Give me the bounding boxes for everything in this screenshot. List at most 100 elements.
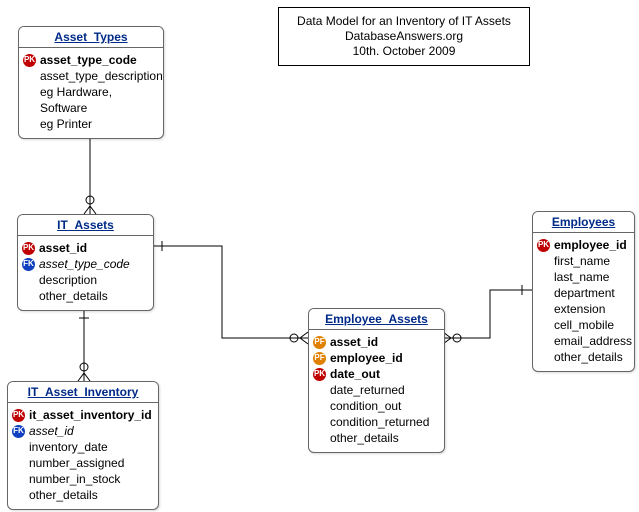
key-spacer (537, 303, 550, 316)
entity-title: Employee_Assets (309, 309, 444, 330)
attr-row: eg Printer (23, 116, 157, 132)
attr-label: last_name (554, 269, 609, 285)
attr-row: eg Hardware, Software (23, 84, 157, 116)
attr-row: other_details (12, 487, 152, 503)
entity-it-asset-inventory: IT_Asset_Inventory PK it_asset_inventory_… (7, 381, 159, 510)
key-spacer (12, 489, 25, 502)
pk-key-icon: PK (12, 409, 25, 422)
attr-label: asset_type_description (40, 68, 163, 84)
pf-key-icon: PF (313, 336, 326, 349)
attr-row: PK employee_id (537, 237, 628, 253)
pk-key-icon: PK (537, 239, 550, 252)
diagram-title-line: 10th. October 2009 (289, 44, 519, 59)
entity-asset-types: Asset_Types PK asset_type_codeasset_type_… (18, 26, 164, 139)
diagram-title-box: Data Model for an Inventory of IT Assets… (278, 7, 530, 66)
key-spacer (23, 70, 36, 83)
diagram-title-line: DatabaseAnswers.org (289, 29, 519, 44)
attr-label: it_asset_inventory_id (29, 407, 152, 423)
entity-body: PKasset_type_codeasset_type_descriptione… (19, 48, 163, 138)
attr-row: number_in_stock (12, 471, 152, 487)
key-spacer (22, 274, 35, 287)
entity-title: Asset_Types (19, 27, 163, 48)
key-spacer (537, 351, 550, 364)
key-spacer (537, 255, 550, 268)
key-spacer (537, 287, 550, 300)
attr-label: extension (554, 301, 605, 317)
attr-row: number_assigned (12, 455, 152, 471)
attr-row: description (22, 272, 147, 288)
diagram-title-line: Data Model for an Inventory of IT Assets (289, 14, 519, 29)
entity-title: IT_Assets (18, 215, 153, 236)
attr-label: date_returned (330, 382, 405, 398)
pk-key-icon: PK (23, 54, 36, 67)
key-spacer (12, 457, 25, 470)
attr-row: other_details (22, 288, 147, 304)
entity-employee-assets: Employee_Assets PFasset_idPFemployee_idP… (308, 308, 445, 453)
key-spacer (12, 473, 25, 486)
attr-label: asset_type_code (40, 52, 137, 68)
attr-label: employee_id (554, 237, 627, 253)
key-spacer (12, 441, 25, 454)
entity-employees: Employees PK employee_idfirst_namelast_na… (532, 211, 635, 372)
attr-row: inventory_date (12, 439, 152, 455)
pk-key-icon: PK (22, 242, 35, 255)
attr-row: PK it_asset_inventory_id (12, 407, 152, 423)
key-spacer (22, 290, 35, 303)
attr-row: email_address (537, 333, 628, 349)
key-spacer (23, 94, 36, 107)
attr-row: first_name (537, 253, 628, 269)
attr-row: condition_out (313, 398, 438, 414)
key-spacer (537, 335, 550, 348)
attr-label: inventory_date (29, 439, 108, 455)
fk-key-icon: FK (22, 258, 35, 271)
attr-label: number_assigned (29, 455, 124, 471)
attr-row: PK asset_id (22, 240, 147, 256)
attr-row: department (537, 285, 628, 301)
attr-row: FK asset_type_code (22, 256, 147, 272)
attr-label: description (39, 272, 97, 288)
attr-label: employee_id (330, 350, 403, 366)
attr-label: eg Hardware, Software (40, 84, 157, 116)
entity-title: IT_Asset_Inventory (8, 382, 158, 403)
key-spacer (313, 384, 326, 397)
key-spacer (537, 271, 550, 284)
attr-label: number_in_stock (29, 471, 120, 487)
key-spacer (537, 319, 550, 332)
attr-label: other_details (330, 430, 399, 446)
key-spacer (313, 400, 326, 413)
attr-label: asset_id (39, 240, 87, 256)
attr-label: asset_id (330, 334, 378, 350)
pf-key-icon: PF (313, 352, 326, 365)
attr-row: condition_returned (313, 414, 438, 430)
key-spacer (23, 118, 36, 131)
pk-key-icon: PK (313, 368, 326, 381)
attr-row: date_returned (313, 382, 438, 398)
attr-label: first_name (554, 253, 610, 269)
entity-title: Employees (533, 212, 634, 233)
attr-row: PF employee_id (313, 350, 438, 366)
entity-it-assets: IT_Assets PK asset_id FK asset_type_codedes… (17, 214, 154, 311)
attr-label: other_details (29, 487, 98, 503)
fk-key-icon: FK (12, 425, 25, 438)
attr-row: last_name (537, 269, 628, 285)
attr-label: condition_returned (330, 414, 429, 430)
entity-body: PF asset_id PF employee_id PK date_outdate_re… (309, 330, 444, 452)
attr-row: other_details (313, 430, 438, 446)
attr-label: date_out (330, 366, 380, 382)
attr-label: asset_id (29, 423, 74, 439)
attr-row: PK date_out (313, 366, 438, 382)
attr-label: other_details (554, 349, 623, 365)
attr-label: department (554, 285, 615, 301)
attr-label: asset_type_code (39, 256, 130, 272)
entity-body: PK asset_id FK asset_type_codedescriptionot… (18, 236, 153, 310)
attr-row: PF asset_id (313, 334, 438, 350)
attr-row: cell_mobile (537, 317, 628, 333)
attr-label: eg Printer (40, 116, 92, 132)
attr-label: condition_out (330, 398, 401, 414)
attr-row: PK asset_type_code (23, 52, 157, 68)
attr-row: FK asset_id (12, 423, 152, 439)
attr-row: other_details (537, 349, 628, 365)
attr-label: other_details (39, 288, 108, 304)
attr-row: asset_type_description (23, 68, 157, 84)
key-spacer (313, 432, 326, 445)
